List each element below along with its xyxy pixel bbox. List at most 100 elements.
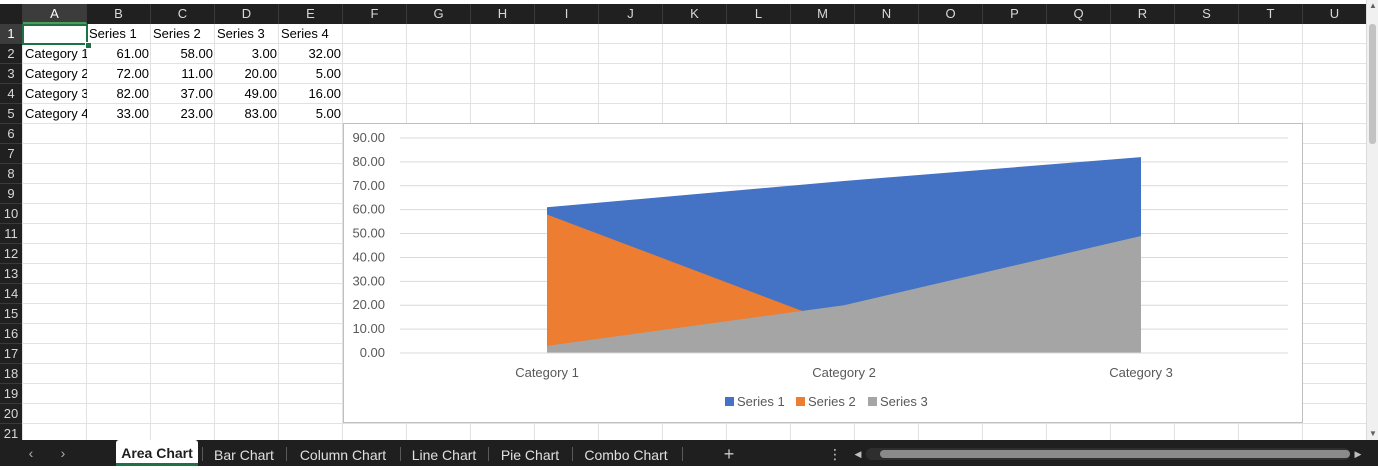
row-header-4[interactable]: 4 <box>0 84 22 104</box>
column-header-a[interactable]: A <box>23 4 87 24</box>
cell-a4[interactable]: Category 3 <box>25 86 87 101</box>
row-header-17[interactable]: 17 <box>0 344 22 364</box>
cell-b5[interactable]: 33.00 <box>116 106 149 121</box>
cell-d5[interactable]: 83.00 <box>244 106 277 121</box>
column-header-n[interactable]: N <box>855 4 919 24</box>
tab-area-chart[interactable]: Area Chart <box>116 440 198 466</box>
scroll-right-icon[interactable]: ▶ <box>1354 449 1362 459</box>
row-header-13[interactable]: 13 <box>0 264 22 284</box>
vertical-scroll-thumb[interactable] <box>1369 24 1376 144</box>
cell-c5[interactable]: 23.00 <box>180 106 213 121</box>
row-header-10[interactable]: 10 <box>0 204 22 224</box>
row-header-20[interactable]: 20 <box>0 404 22 424</box>
scroll-up-icon[interactable]: ▲ <box>1369 1 1377 10</box>
gridline-vertical <box>22 24 23 440</box>
legend-entry-series-1[interactable]: Series 1 <box>725 394 785 409</box>
row-header-16[interactable]: 16 <box>0 324 22 344</box>
row-header-11[interactable]: 11 <box>0 224 22 244</box>
cell-d1[interactable]: Series 3 <box>217 26 265 41</box>
cell-e1[interactable]: Series 4 <box>281 26 329 41</box>
column-header-p[interactable]: P <box>983 4 1047 24</box>
column-header-h[interactable]: H <box>471 4 535 24</box>
y-tick-label: 40.00 <box>352 249 385 264</box>
row-header-5[interactable]: 5 <box>0 104 22 124</box>
cell-d2[interactable]: 3.00 <box>251 46 277 61</box>
cell-e3[interactable]: 5.00 <box>315 66 341 81</box>
scroll-down-icon[interactable]: ▼ <box>1369 429 1377 438</box>
legend-label: Series 1 <box>737 394 785 409</box>
cell-e2[interactable]: 32.00 <box>308 46 341 61</box>
cell-a2[interactable]: Category 1 <box>25 46 87 61</box>
column-header-i[interactable]: I <box>535 4 599 24</box>
cell-c3[interactable]: 11.00 <box>181 66 213 81</box>
next-sheet-icon[interactable]: › <box>60 445 66 461</box>
column-header-g[interactable]: G <box>407 4 471 24</box>
fill-handle[interactable] <box>85 42 92 49</box>
cell-a5[interactable]: Category 4 <box>25 106 87 121</box>
y-tick-label: 20.00 <box>352 297 385 312</box>
legend-entry-series-2[interactable]: Series 2 <box>796 394 856 409</box>
cell-e4[interactable]: 16.00 <box>308 86 341 101</box>
cell-d3[interactable]: 20.00 <box>244 66 277 81</box>
row-header-15[interactable]: 15 <box>0 304 22 324</box>
row-header-8[interactable]: 8 <box>0 164 22 184</box>
horizontal-scroll-thumb[interactable] <box>880 450 1350 458</box>
legend-entry-series-3[interactable]: Series 3 <box>868 394 928 409</box>
tab-bar-chart[interactable]: Bar Chart <box>214 447 274 463</box>
column-header-c[interactable]: C <box>151 4 215 24</box>
row-header-3[interactable]: 3 <box>0 64 22 84</box>
tab-combo-chart[interactable]: Combo Chart <box>584 447 668 463</box>
row-header-7[interactable]: 7 <box>0 144 22 164</box>
cell-a3[interactable]: Category 2 <box>25 66 87 81</box>
cell-b1[interactable]: Series 1 <box>89 26 137 41</box>
column-header-s[interactable]: S <box>1175 4 1239 24</box>
vertical-scrollbar[interactable]: ▲ ▼ <box>1366 0 1378 440</box>
cell-e5[interactable]: 5.00 <box>315 106 341 121</box>
row-header-1[interactable]: 1 <box>0 24 22 44</box>
cell-c2[interactable]: 58.00 <box>180 46 213 61</box>
select-all-corner[interactable] <box>0 4 23 24</box>
row-header-19[interactable]: 19 <box>0 384 22 404</box>
horizontal-scrollbar[interactable]: ◀ ▶ <box>852 448 1364 460</box>
tab-column-chart[interactable]: Column Chart <box>299 447 387 463</box>
scroll-left-icon[interactable]: ◀ <box>854 449 862 459</box>
column-header-u[interactable]: U <box>1303 4 1366 24</box>
add-sheet-icon[interactable]: + <box>723 444 735 464</box>
x-tick-label: Category 1 <box>515 365 579 380</box>
more-options-icon[interactable]: ⋮ <box>828 446 842 462</box>
row-header-21[interactable]: 21 <box>0 424 22 440</box>
row-header-18[interactable]: 18 <box>0 364 22 384</box>
horizontal-scroll-track[interactable] <box>866 448 1350 460</box>
column-header-l[interactable]: L <box>727 4 791 24</box>
row-header-2[interactable]: 2 <box>0 44 22 64</box>
column-header-m[interactable]: M <box>791 4 855 24</box>
row-header-6[interactable]: 6 <box>0 124 22 144</box>
column-header-t[interactable]: T <box>1239 4 1303 24</box>
row-header-9[interactable]: 9 <box>0 184 22 204</box>
y-tick-label: 30.00 <box>352 273 385 288</box>
area-series-3[interactable] <box>547 235 1141 353</box>
column-header-e[interactable]: E <box>279 4 343 24</box>
area-chart[interactable]: 0.00 10.00 20.00 30.00 40.00 50.00 60.00 70.00 8… <box>343 123 1303 423</box>
cell-b2[interactable]: 61.00 <box>116 46 149 61</box>
cell-c1[interactable]: Series 2 <box>153 26 201 41</box>
tab-line-chart[interactable]: Line Chart <box>411 447 477 463</box>
row-header-14[interactable]: 14 <box>0 284 22 304</box>
tab-pie-chart[interactable]: Pie Chart <box>500 447 560 463</box>
column-header-k[interactable]: K <box>663 4 727 24</box>
row-header-12[interactable]: 12 <box>0 244 22 264</box>
column-header-r[interactable]: R <box>1111 4 1175 24</box>
column-header-o[interactable]: O <box>919 4 983 24</box>
gridline-vertical <box>278 24 279 440</box>
column-header-j[interactable]: J <box>599 4 663 24</box>
cell-b4[interactable]: 82.00 <box>116 86 149 101</box>
cell-b3[interactable]: 72.00 <box>116 66 149 81</box>
column-header-q[interactable]: Q <box>1047 4 1111 24</box>
cell-c4[interactable]: 37.00 <box>180 86 213 101</box>
cell-d4[interactable]: 49.00 <box>244 86 277 101</box>
column-header-d[interactable]: D <box>215 4 279 24</box>
column-header-b[interactable]: B <box>87 4 151 24</box>
column-header-f[interactable]: F <box>343 4 407 24</box>
prev-sheet-icon[interactable]: ‹ <box>28 445 34 461</box>
